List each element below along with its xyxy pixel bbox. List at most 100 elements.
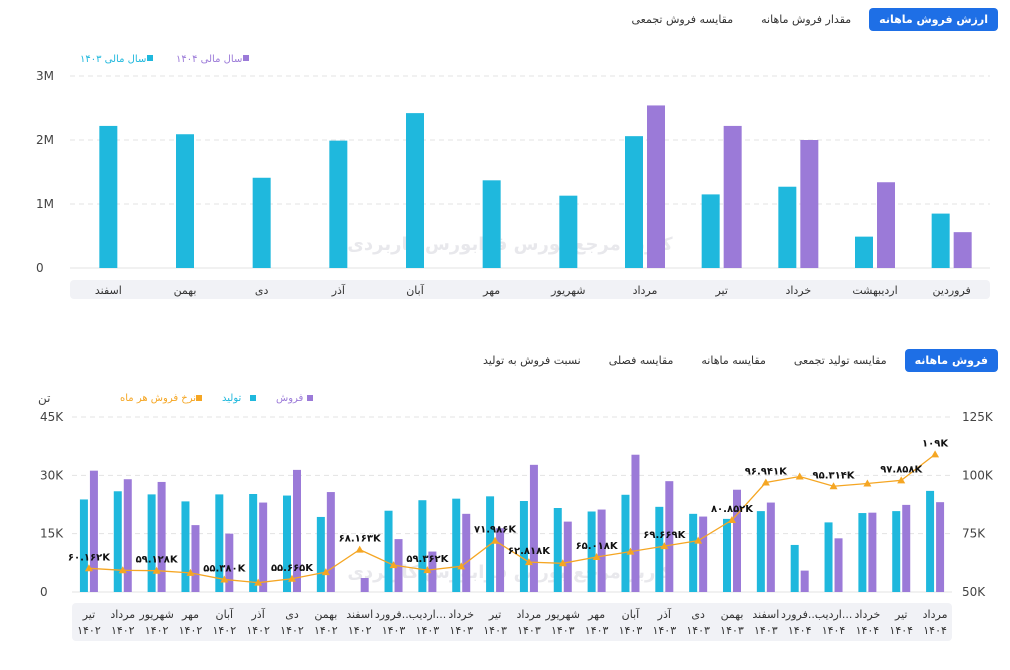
c1-xlabel-0: فروردین <box>933 284 971 297</box>
c1-bar-1403-5 <box>559 195 578 268</box>
bottom-tab-3[interactable]: مقایسه فصلی <box>608 354 674 367</box>
c2-bar-production-14 <box>553 508 562 592</box>
c2-data-label-10: ۸۰.۸۵۲K <box>711 504 754 515</box>
c1-xlabel-4: مرداد <box>633 284 658 297</box>
c2-yleft-unit: تن <box>38 391 50 406</box>
c2-xlabel-year-13: ۱۴۰۳ <box>517 624 541 637</box>
c2-rate-point-8 <box>355 545 364 553</box>
c1-bar-1404-0 <box>953 232 972 268</box>
c1-bar-1404-2 <box>800 140 819 268</box>
bottom-tab-0[interactable]: فروش ماهانه <box>904 349 998 372</box>
c2-rate-point-15 <box>592 552 601 560</box>
bottom-tab-1[interactable]: مقایسه تولید تجمعی <box>793 354 887 367</box>
c2-data-label-12: ۹۵.۳۱۴K <box>812 470 855 481</box>
c2-legend-text-rate: نرخ فروش هر ماه <box>120 393 196 404</box>
c2-rate-line <box>88 453 936 584</box>
c2-xlabel-year-3: ۱۴۰۲ <box>179 624 203 637</box>
c2-rate-point-11 <box>457 562 466 570</box>
c2-data-label-4: ۶۸.۱۶۳K <box>339 534 382 545</box>
c2-xlabel-year-2: ۱۴۰۲ <box>145 624 169 637</box>
c1-ytick-2: 2M <box>36 133 54 147</box>
c1-xaxis-band <box>70 280 990 299</box>
c2-bar-sales-2 <box>157 481 166 592</box>
c2-xlabel-year-4: ۱۴۰۲ <box>212 624 236 637</box>
c2-rate-point-24 <box>897 476 906 484</box>
c2-xlabel-month-11: خرداد <box>448 608 474 621</box>
c2-xlabel-month-7: بهمن <box>314 608 337 621</box>
c2-xlabel-month-4: آبان <box>216 607 234 621</box>
c2-bar-sales-16 <box>631 454 640 592</box>
c2-xlabel-month-21: فرورد... <box>781 608 818 621</box>
c2-bar-production-1 <box>113 491 122 592</box>
c2-bar-sales-21 <box>800 570 809 592</box>
c2-xlabel-year-10: ۱۴۰۳ <box>416 624 440 637</box>
c1-bar-1403-3 <box>701 194 720 268</box>
c2-bar-sales-11 <box>462 513 471 592</box>
c2-bar-sales-15 <box>597 509 606 592</box>
c1-legend-swatch-0 <box>147 55 153 61</box>
c2-bar-sales-13 <box>529 464 538 592</box>
c1-legend-text-0: سال مالی ۱۴۰۳ <box>80 54 146 65</box>
c1-bar-1404-3 <box>723 125 742 268</box>
c2-rate-point-17 <box>660 542 669 550</box>
c2-data-label-9: ۶۹.۶۶۹K <box>643 530 686 541</box>
c1-bar-1403-8 <box>329 140 348 268</box>
c2-rate-point-23 <box>863 479 872 487</box>
c2-xlabel-month-3: مهر <box>181 608 199 621</box>
c2-bar-production-9 <box>384 510 393 592</box>
c2-rate-point-12 <box>491 536 500 544</box>
c2-data-label-6: ۷۱.۹۸۶K <box>474 525 517 536</box>
c2-bar-sales-18 <box>699 516 708 592</box>
c2-bar-production-20 <box>756 511 765 592</box>
c2-yright-tick-1: 75K <box>962 527 986 541</box>
tabs-production: فروش ماهانه مقایسه تولید تجمعی مقایسه ماها… <box>473 349 998 372</box>
c2-rate-point-6 <box>288 574 296 582</box>
c2-rate-point-22 <box>829 482 838 490</box>
c1-legend: سال مالی ۱۴۰۳ سال مالی ۱۴۰۴ <box>80 54 249 65</box>
c2-data-label-0: ۶۰.۱۶۲K <box>68 552 111 563</box>
c2-xlabel-month-20: اسفند <box>752 608 779 621</box>
bottom-tab-2[interactable]: مقایسه ماهانه <box>701 354 766 367</box>
c2-bar-production-21 <box>790 544 799 592</box>
c1-xlabel-11: اسفند <box>95 284 122 297</box>
c2-yleft-tick-2: 30K <box>40 468 64 482</box>
c2-xlabel-month-1: مرداد <box>110 608 135 621</box>
top-tab-1[interactable]: مقدار فروش ماهانه <box>761 13 852 26</box>
c2-bar-sales-23 <box>868 512 877 592</box>
c2-rate-point-19 <box>728 516 736 524</box>
bottom-tab-4[interactable]: نسبت فروش به تولید <box>483 354 581 367</box>
c2-rate-point-25 <box>931 450 940 458</box>
c2-legend-swatch-rate <box>196 395 202 401</box>
c2-xlabel-month-12: تیر <box>488 608 501 621</box>
c2-bar-sales-24 <box>902 504 911 592</box>
c2-xlabel-year-14: ۱۴۰۳ <box>551 624 575 637</box>
c2-rate-point-13 <box>524 558 533 566</box>
c2-rate-point-14 <box>558 559 567 567</box>
c2-yright-tick-2: 100K <box>962 468 994 482</box>
c2-xlabel-month-18: دی <box>691 608 705 621</box>
c2-xlabel-month-14: شهریور <box>545 608 580 621</box>
c2-bar-production-4 <box>215 494 224 592</box>
c2-xlabel-year-21: ۱۴۰۴ <box>788 624 812 637</box>
c2-bar-sales-3 <box>191 525 200 592</box>
top-tab-2[interactable]: مقایسه فروش تجمعی <box>631 13 734 26</box>
c1-xlabel-1: اردیبهشت <box>852 284 897 297</box>
c2-bar-sales-20 <box>766 502 775 592</box>
c2-legend-text-production: تولید <box>222 393 241 404</box>
sales-value-chart: 0 1M 2M 3M فروردین اردیبهشت خرداد تیر مرداد شهریو… <box>36 54 990 299</box>
c2-bar-production-3 <box>181 501 190 592</box>
c2-yright-tick-0: 50K <box>962 585 986 599</box>
c1-bar-1403-2 <box>778 186 797 268</box>
top-tab-0[interactable]: ارزش فروش ماهانه <box>869 8 998 31</box>
c2-bar-production-2 <box>147 494 156 592</box>
c2-xlabel-year-12: ۱۴۰۳ <box>483 624 507 637</box>
c2-xlabel-month-13: مرداد <box>517 608 542 621</box>
c2-xlabel-month-6: دی <box>285 608 299 621</box>
c1-xlabel-2: خرداد <box>785 284 811 297</box>
c1-xlabel-10: بهمن <box>174 284 197 297</box>
c1-xlabel-5: شهریور <box>550 284 585 297</box>
c2-xlabel-year-1: ۱۴۰۲ <box>111 624 135 637</box>
c1-bar-1404-4 <box>647 105 665 268</box>
c2-rate-point-4 <box>220 575 229 583</box>
